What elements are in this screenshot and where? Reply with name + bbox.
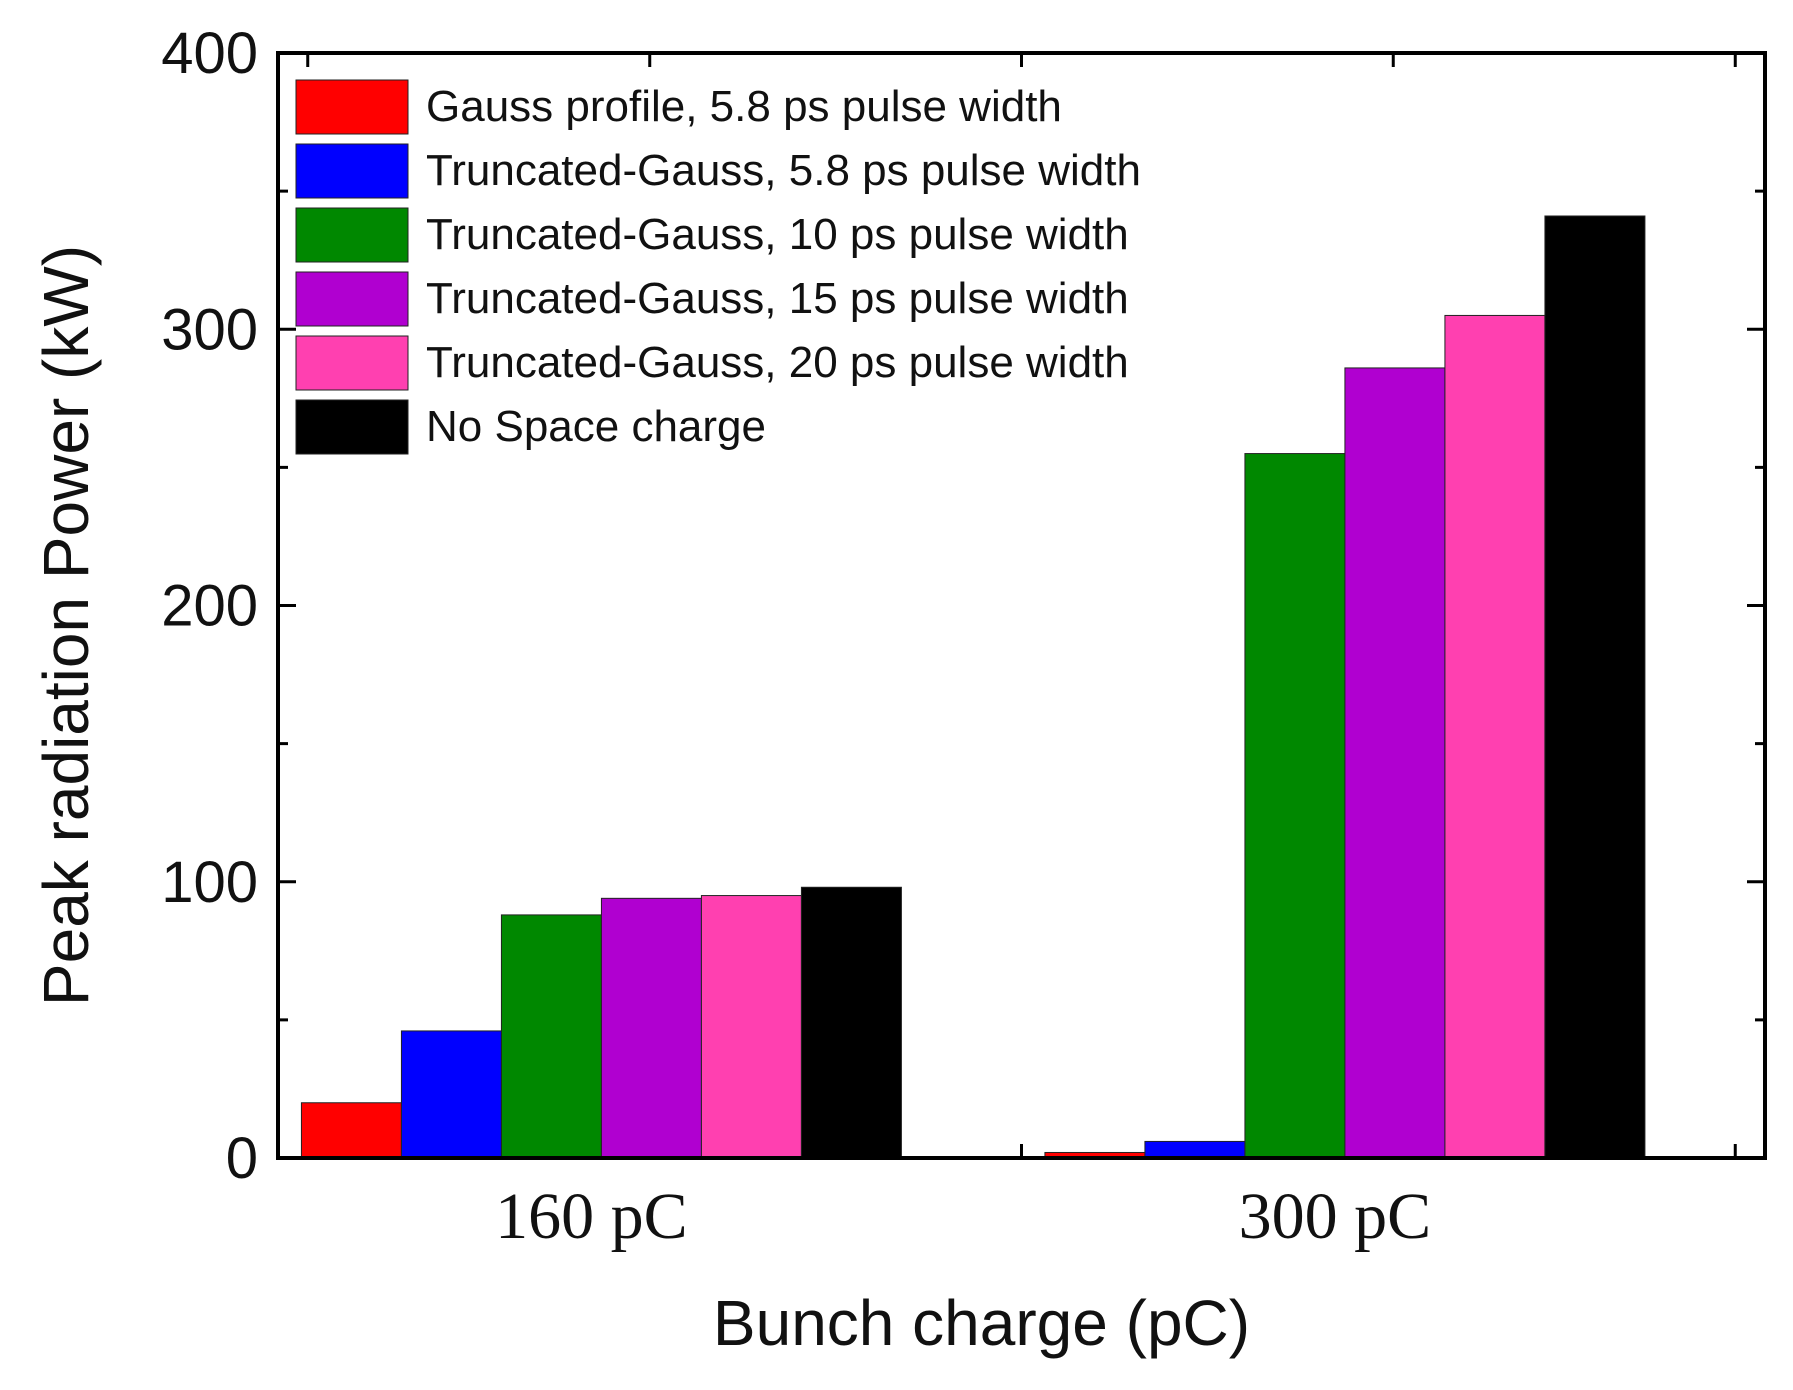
legend-label: Truncated-Gauss, 20 ps pulse width	[426, 338, 1129, 387]
bar-1-160-pC	[300, 1102, 402, 1159]
category-labels: 160 pC 300 pC	[495, 1180, 1431, 1253]
bar-6-160-pC	[800, 886, 902, 1159]
legend-label: Truncated-Gauss, 10 ps pulse width	[426, 210, 1129, 259]
legend-label: Truncated-Gauss, 5.8 ps pulse width	[426, 146, 1141, 195]
bar-4-300-pC	[1344, 367, 1446, 1159]
legend-swatch	[295, 143, 409, 199]
y-tick-label: 400	[161, 21, 258, 86]
legend: Gauss profile, 5.8 ps pulse width Truncat…	[295, 79, 1141, 455]
category-label: 300 pC	[1239, 1180, 1432, 1253]
legend-swatch	[295, 335, 409, 391]
legend-label: Gauss profile, 5.8 ps pulse width	[426, 82, 1062, 131]
bar-3-300-pC	[1244, 453, 1346, 1159]
legend-label: No Space charge	[426, 402, 766, 451]
y-tick-label: 300	[161, 297, 258, 362]
bar-5-160-pC	[700, 895, 802, 1159]
legend-swatch	[295, 271, 409, 327]
y-tick-label: 200	[161, 574, 258, 639]
plot-frame	[276, 51, 1767, 1160]
category-label: 160 pC	[495, 1180, 688, 1253]
y-tick-labels: 0 100 200 300 400	[161, 21, 258, 1191]
bar-5-300-pC	[1444, 314, 1546, 1159]
y-tick-label: 100	[161, 850, 258, 915]
legend-swatch	[295, 399, 409, 455]
bar-2-160-pC	[400, 1030, 502, 1159]
y-tick-label: 0	[226, 1126, 258, 1191]
legend-swatch	[295, 207, 409, 263]
x-axis-title: Bunch charge (pC)	[713, 1287, 1250, 1359]
bar-6-300-pC	[1544, 215, 1646, 1159]
bars	[300, 215, 1646, 1159]
bar-3-160-pC	[500, 914, 602, 1159]
y-axis-title: Peak radiation Power (kW)	[30, 245, 102, 1006]
bar-2-300-pC	[1144, 1140, 1246, 1159]
legend-label: Truncated-Gauss, 15 ps pulse width	[426, 274, 1129, 323]
bar-4-160-pC	[600, 897, 702, 1159]
legend-swatch	[295, 79, 409, 135]
